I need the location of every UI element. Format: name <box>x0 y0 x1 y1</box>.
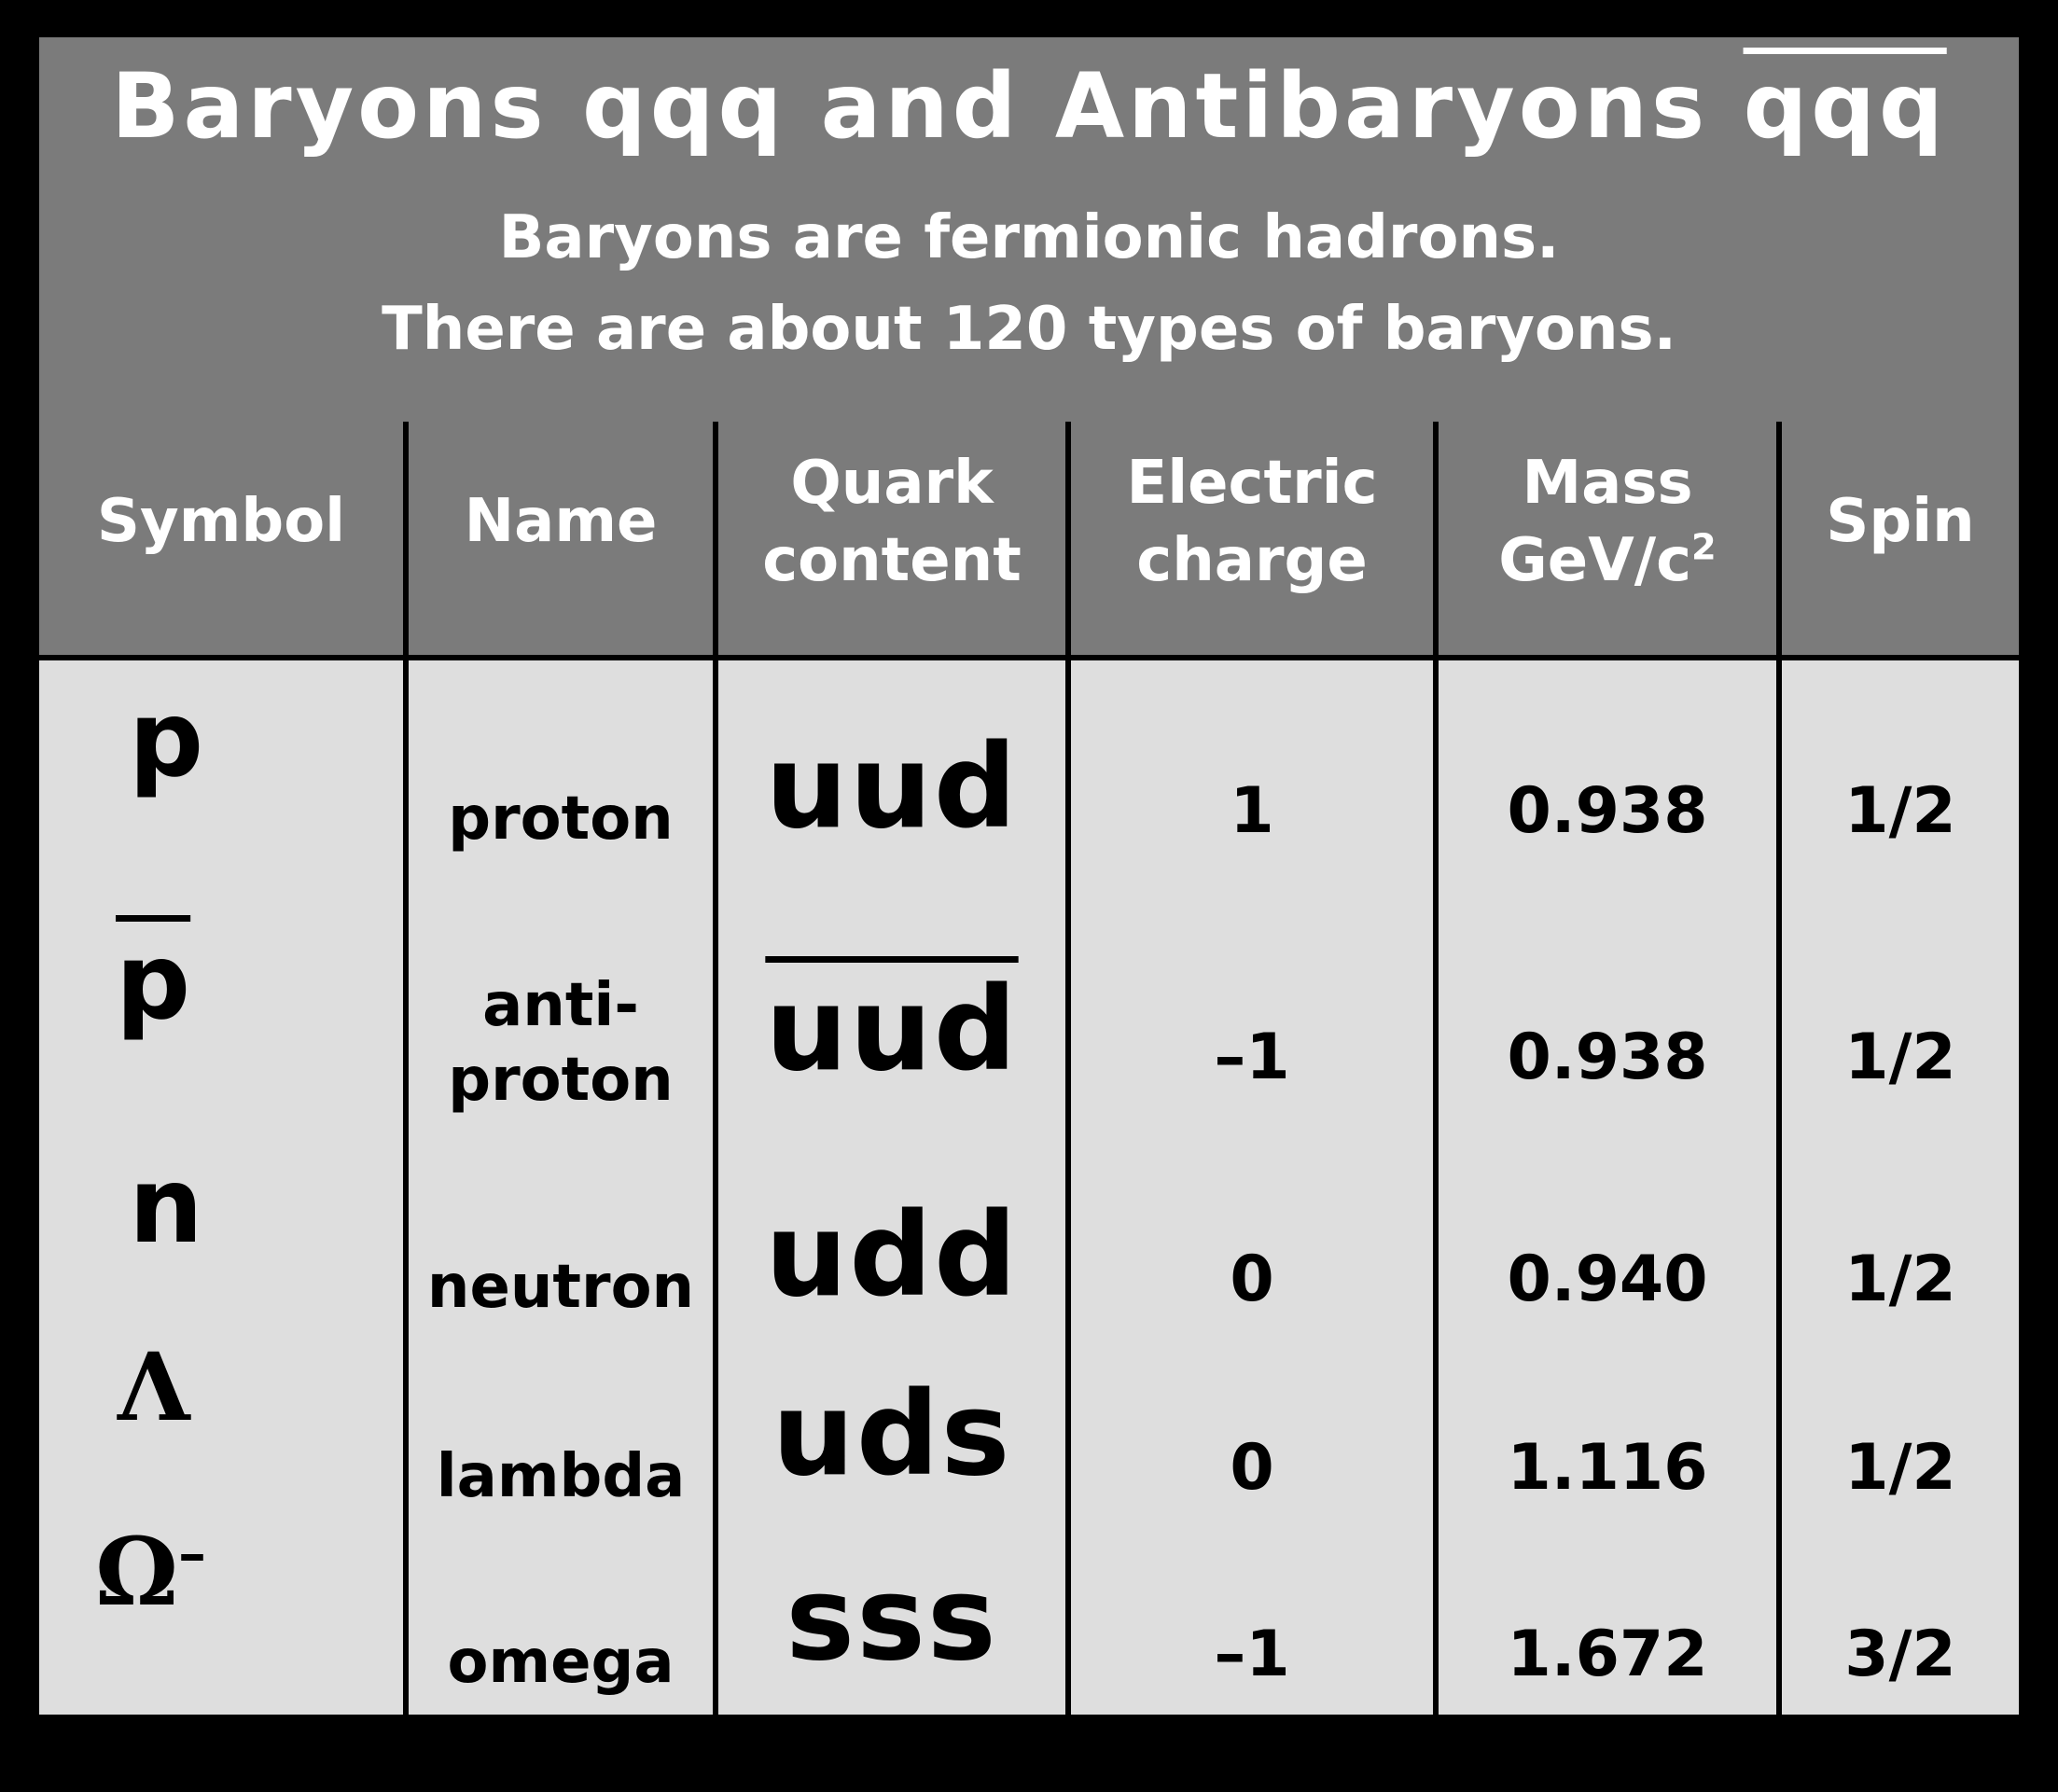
symbol-omega-sup: – <box>178 1521 207 1587</box>
header-charge-line-2: charge <box>1136 526 1368 595</box>
symbol-neutron: n <box>129 1146 203 1267</box>
header-quark-line-2: content <box>762 526 1022 595</box>
symbol-antiproton-text: p <box>116 922 191 1043</box>
mass-proton: 0.938 <box>1507 774 1708 848</box>
spin-antiproton: 1/2 <box>1844 1021 1956 1094</box>
mass-cells: 0.938 0.938 0.940 1.116 1.672 <box>1439 660 1776 1715</box>
name-neutron: neutron <box>426 1253 695 1322</box>
symbol-proton: p <box>129 679 204 800</box>
charge-lambda: 0 <box>1230 1431 1274 1505</box>
header-mass-sup: 2 <box>1691 526 1717 569</box>
spin-lambda: 1/2 <box>1844 1431 1956 1505</box>
header-quark-line-1: Quark <box>790 448 994 518</box>
name-antiproton-line-2: proton <box>448 1046 674 1115</box>
quark-cells: uud uud udd uds sss <box>718 660 1065 1715</box>
name-lambda: lambda <box>436 1442 686 1511</box>
name-antiproton: anti-proton <box>409 968 713 1118</box>
subtitle-line-2: There are about 120 types of baryons. <box>382 295 1676 364</box>
header-spin: Spin <box>1782 390 2019 655</box>
spin-neutron: 1/2 <box>1844 1243 1956 1316</box>
quark-antiproton: uud <box>718 963 1065 1097</box>
quark-neutron: udd <box>765 1188 1019 1323</box>
name-cells: proton anti-proton neutron lambda omega <box>409 660 713 1715</box>
mass-omega: 1.672 <box>1507 1618 1708 1691</box>
title-band: Baryons qqq and Antibaryons qqq Baryons … <box>39 37 2019 422</box>
quark-antiproton-text: uud <box>765 963 1019 1097</box>
quark-lambda: uds <box>772 1368 1012 1502</box>
mass-lambda: 1.116 <box>1507 1431 1708 1505</box>
quark-omega: sss <box>786 1552 998 1687</box>
symbol-cells: p p n Λ Ω– <box>39 660 403 1715</box>
header-symbol: Symbol <box>39 390 403 655</box>
subtitle-line-1: Baryons are fermionic hadrons. <box>498 203 1560 272</box>
header-mass-unit: GeV/c <box>1498 526 1692 595</box>
spin-proton: 1/2 <box>1844 774 1956 848</box>
name-antiproton-line-1: anti- <box>482 971 639 1040</box>
charge-antiproton: –1 <box>1214 1021 1290 1094</box>
header-charge-line-1: Electric <box>1126 448 1378 518</box>
symbol-lambda: Λ <box>118 1332 190 1442</box>
charge-cells: 1 –1 0 0 –1 <box>1071 660 1433 1715</box>
header-quark-content: Quark content <box>718 390 1065 655</box>
name-omega: omega <box>447 1628 674 1697</box>
name-proton: proton <box>448 785 674 854</box>
spin-cells: 1/2 1/2 1/2 1/2 3/2 <box>1782 660 2019 1715</box>
spin-omega: 3/2 <box>1844 1618 1956 1691</box>
quark-proton: uud <box>765 720 1019 854</box>
symbol-omega: Ω– <box>39 1517 459 1627</box>
mass-neutron: 0.940 <box>1507 1243 1708 1316</box>
charge-omega: –1 <box>1214 1618 1290 1691</box>
header-mass-line-1: Mass <box>1522 448 1693 518</box>
mass-antiproton: 0.938 <box>1507 1021 1708 1094</box>
charge-neutron: 0 <box>1230 1243 1274 1316</box>
header-electric-charge: Electric charge <box>1071 390 1433 655</box>
charge-proton: 1 <box>1230 774 1274 848</box>
header-mass: Mass GeV/c2 <box>1439 390 1776 655</box>
table-title: Baryons qqq and Antibaryons qqq <box>39 54 2019 159</box>
title-text: Baryons qqq and Antibaryons <box>111 54 1744 159</box>
symbol-antiproton: p <box>39 922 480 1043</box>
header-name: Name <box>409 390 713 655</box>
symbol-omega-text: Ω <box>95 1517 179 1627</box>
title-antiquark-text: qqq <box>1743 54 1947 159</box>
header-mass-line-2: GeV/c2 <box>1498 522 1717 600</box>
